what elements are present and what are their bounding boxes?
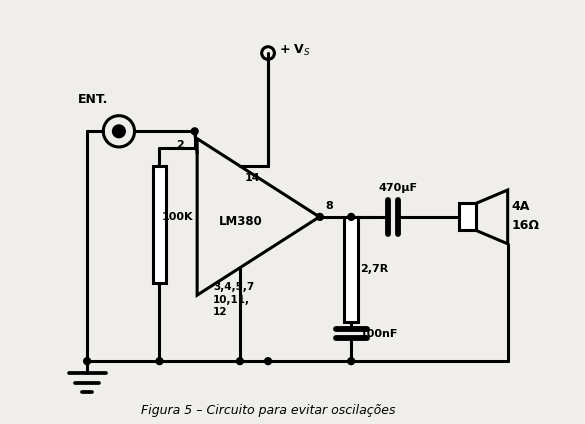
Circle shape: [316, 213, 324, 220]
Text: 14: 14: [245, 173, 260, 183]
Text: 100K: 100K: [162, 212, 194, 222]
Text: ENT.: ENT.: [78, 93, 109, 106]
Bar: [153, 165, 166, 283]
Text: 8: 8: [325, 201, 333, 211]
Circle shape: [347, 358, 355, 365]
Circle shape: [264, 358, 271, 365]
Text: 16Ω: 16Ω: [511, 219, 539, 232]
Text: LM380: LM380: [219, 215, 263, 228]
Text: 4A: 4A: [511, 200, 529, 212]
Bar: [459, 204, 476, 230]
Text: 100nF: 100nF: [360, 329, 398, 339]
Circle shape: [156, 358, 163, 365]
Text: 2,7R: 2,7R: [360, 265, 388, 274]
Circle shape: [191, 128, 198, 135]
Text: 2: 2: [176, 139, 184, 150]
Circle shape: [84, 358, 91, 365]
Circle shape: [347, 213, 355, 220]
Circle shape: [236, 358, 243, 365]
Circle shape: [112, 125, 125, 138]
Text: 3,4,5,7
10,11,
12: 3,4,5,7 10,11, 12: [213, 282, 254, 317]
Text: 470μF: 470μF: [378, 183, 417, 192]
Bar: [345, 217, 358, 322]
Text: + V$_S$: + V$_S$: [279, 43, 311, 58]
Text: Figura 5 – Circuito para evitar oscilações: Figura 5 – Circuito para evitar oscilaçõ…: [141, 404, 395, 416]
